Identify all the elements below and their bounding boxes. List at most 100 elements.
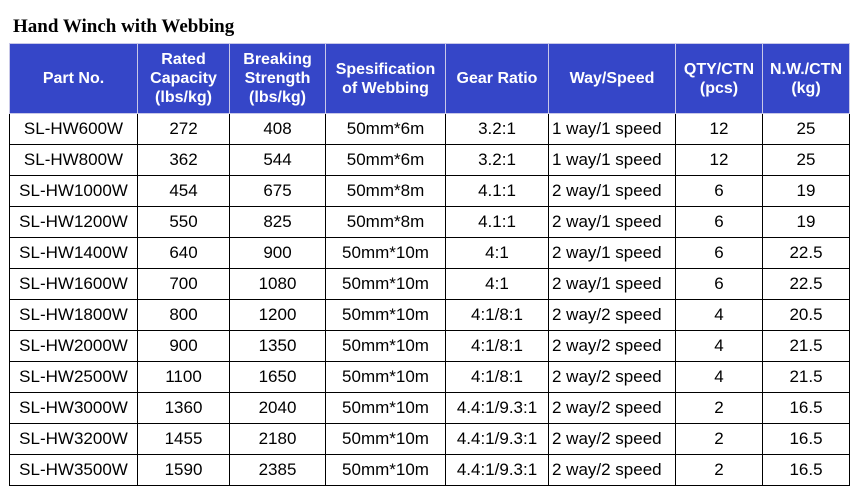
table-cell: 50mm*10m [325,268,446,300]
table-cell: 50mm*10m [325,299,446,331]
table-cell: 2 way/1 speed [548,237,676,269]
table-cell: 272 [137,113,230,145]
header-cell: Way/Speed [548,43,676,114]
table-cell: 3.2:1 [445,144,549,176]
table-cell: SL-HW600W [9,113,138,145]
table-cell: 550 [137,206,230,238]
table-cell: 2 way/1 speed [548,175,676,207]
table-row: SL-HW600W 272 408 50mm*6m 3.2:1 1 way/1 speed… [9,113,850,145]
table-cell: 4.1:1 [445,175,549,207]
table-row: SL-HW3500W 1590 2385 50mm*10m 4.4:1/9.3:1 2 w… [9,454,850,486]
table-cell: SL-HW1400W [9,237,138,269]
table-cell: 4.4:1/9.3:1 [445,454,549,486]
table-row: SL-HW1200W 550 825 50mm*8m 4.1:1 2 way/1 spee… [9,206,850,238]
table-cell: 1455 [137,423,230,455]
table-cell: 6 [675,206,763,238]
table-row: SL-HW800W 362 544 50mm*6m 3.2:1 1 way/1 speed… [9,144,850,176]
table-cell: 1 way/1 speed [548,113,676,145]
table-cell: 2 way/2 speed [548,392,676,424]
table-cell: 800 [137,299,230,331]
table-row: SL-HW1000W 454 675 50mm*8m 4.1:1 2 way/1 spee… [9,175,850,207]
table-cell: 2 way/1 speed [548,268,676,300]
table-cell: 1100 [137,361,230,393]
header-cell: QTY/CTN (pcs) [675,43,763,114]
title: Hand Winch with Webbing [13,16,235,37]
table-cell: 2 [675,454,763,486]
table-cell: 2 way/2 speed [548,423,676,455]
table-cell: 2 way/2 speed [548,361,676,393]
table-cell: 6 [675,175,763,207]
table-cell: 1200 [229,299,326,331]
table-cell: SL-HW1200W [9,206,138,238]
table-cell: 640 [137,237,230,269]
table-cell: 544 [229,144,326,176]
table-cell: SL-HW1600W [9,268,138,300]
table-cell: 12 [675,144,763,176]
table-cell: 2 [675,423,763,455]
header-cell: Breaking Strength (lbs/kg) [229,43,326,114]
table-cell: SL-HW800W [9,144,138,176]
table-cell: 2 way/1 speed [548,206,676,238]
table-cell: 22.5 [762,237,850,269]
table-cell: SL-HW2500W [9,361,138,393]
table-cell: 21.5 [762,361,850,393]
table-cell: 4 [675,330,763,362]
table-cell: 1080 [229,268,326,300]
table-cell: 50mm*10m [325,423,446,455]
table-cell: 2 way/2 speed [548,454,676,486]
table-cell: 22.5 [762,268,850,300]
table-cell: 1350 [229,330,326,362]
table-cell: 1 way/1 speed [548,144,676,176]
table-cell: 675 [229,175,326,207]
header-row: Part No. Rated Capacity (lbs/kg) Breaking … [9,43,850,114]
table-cell: 4:1/8:1 [445,330,549,362]
table-row: SL-HW3000W 1360 2040 50mm*10m 4.4:1/9.3:1 2 w… [9,392,850,424]
table-cell: 4:1/8:1 [445,299,549,331]
table-row: SL-HW1400W 640 900 50mm*10m 4:1 2 way/1 speed… [9,237,850,269]
table-cell: 408 [229,113,326,145]
table-cell: 50mm*10m [325,330,446,362]
table-cell: 4.4:1/9.3:1 [445,392,549,424]
table-cell: 4 [675,361,763,393]
table-row: SL-HW1800W 800 1200 50mm*10m 4:1/8:1 2 way/2 … [9,299,850,331]
table-cell: 2 way/2 speed [548,330,676,362]
table-cell: 12 [675,113,763,145]
table-cell: 50mm*10m [325,454,446,486]
table-cell: 6 [675,268,763,300]
table-cell: 2 way/2 speed [548,299,676,331]
table-cell: 20.5 [762,299,850,331]
table-cell: 1650 [229,361,326,393]
table-cell: 3.2:1 [445,113,549,145]
table-cell: 2040 [229,392,326,424]
table-cell: SL-HW3200W [9,423,138,455]
header-cell: Spesification of Webbing [325,43,446,114]
table-cell: SL-HW3500W [9,454,138,486]
table-cell: 50mm*10m [325,392,446,424]
table-cell: 4.1:1 [445,206,549,238]
table-cell: 362 [137,144,230,176]
header-cell: Part No. [9,43,138,114]
table-cell: 4:1 [445,237,549,269]
table-cell: SL-HW2000W [9,330,138,362]
table-cell: 50mm*10m [325,237,446,269]
table-cell: 50mm*10m [325,361,446,393]
table-cell: 19 [762,175,850,207]
table-cell: 4.4:1/9.3:1 [445,423,549,455]
table-cell: 4 [675,299,763,331]
table-cell: 700 [137,268,230,300]
table-cell: 50mm*8m [325,175,446,207]
table-cell: SL-HW1000W [9,175,138,207]
table-cell: 50mm*6m [325,144,446,176]
table-cell: SL-HW3000W [9,392,138,424]
table-cell: 2385 [229,454,326,486]
table-cell: 4:1/8:1 [445,361,549,393]
table-cell: 900 [229,237,326,269]
table-cell: 825 [229,206,326,238]
table-row: SL-HW1600W 700 1080 50mm*10m 4:1 2 way/1 spee… [9,268,850,300]
table-row: SL-HW3200W 1455 2180 50mm*10m 4.4:1/9.3:1 2 w… [9,423,850,455]
table-cell: 4:1 [445,268,549,300]
table-cell: 2180 [229,423,326,455]
table-cell: 19 [762,206,850,238]
table-row: SL-HW2500W 1100 1650 50mm*10m 4:1/8:1 2 way/2… [9,361,850,393]
